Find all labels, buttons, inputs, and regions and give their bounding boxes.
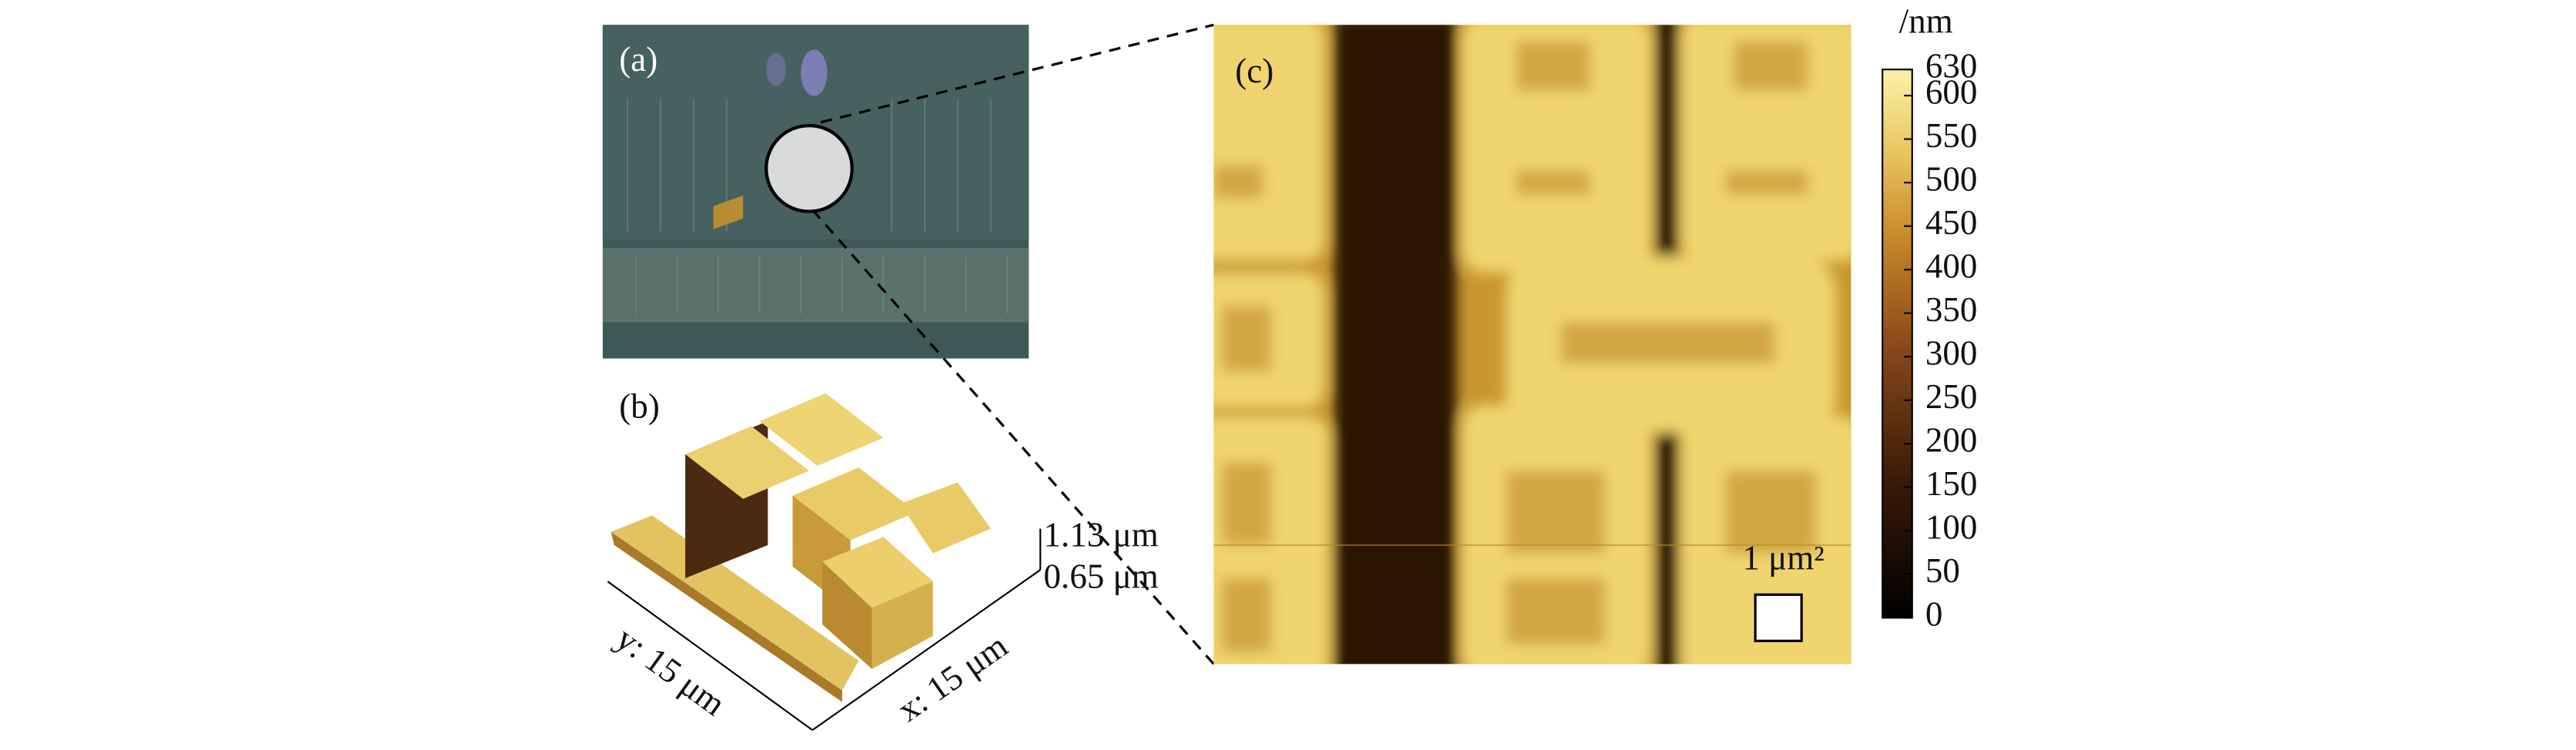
tick-label: 600: [1925, 72, 1978, 111]
colorbar-unit: /nm: [1899, 2, 1953, 41]
tick-label: 150: [1925, 464, 1978, 503]
tick-label: 450: [1925, 203, 1978, 242]
panel-c: [1213, 25, 1852, 665]
colorbar: /nm 0 50 100 150 200 250 300 350 400 450 500 550 600…: [1882, 2, 1977, 634]
tick-label: 350: [1925, 290, 1978, 329]
height-label: 1.13 μm: [1044, 516, 1159, 554]
axis-label: y: 15 μm: [609, 619, 732, 724]
panel-label: (c): [1235, 52, 1273, 90]
tick-label: 250: [1925, 377, 1978, 416]
scale-bar: [1754, 593, 1803, 642]
tick-label: 550: [1925, 116, 1978, 155]
panel-b: (b) 1.13 μm 0.65 μm y: 15 μm x: 15 μm: [607, 195, 1159, 732]
height-label: 0.65 μm: [1044, 557, 1159, 595]
tick-label: 200: [1925, 421, 1978, 460]
tick-label: 630: [1925, 47, 1978, 85]
scale-bar-label: 1 μm²: [1742, 539, 1824, 578]
tick-label: 0: [1925, 595, 1943, 634]
tick-label: 300: [1925, 334, 1978, 373]
tick-label: 100: [1925, 508, 1978, 547]
tick-label: 500: [1925, 159, 1978, 198]
panel-label: (a): [619, 40, 657, 79]
tick-label: 50: [1925, 551, 1960, 590]
panel-label: (b): [619, 387, 660, 425]
tick-label: 400: [1925, 247, 1978, 286]
panel-a: (a): [602, 25, 1029, 359]
